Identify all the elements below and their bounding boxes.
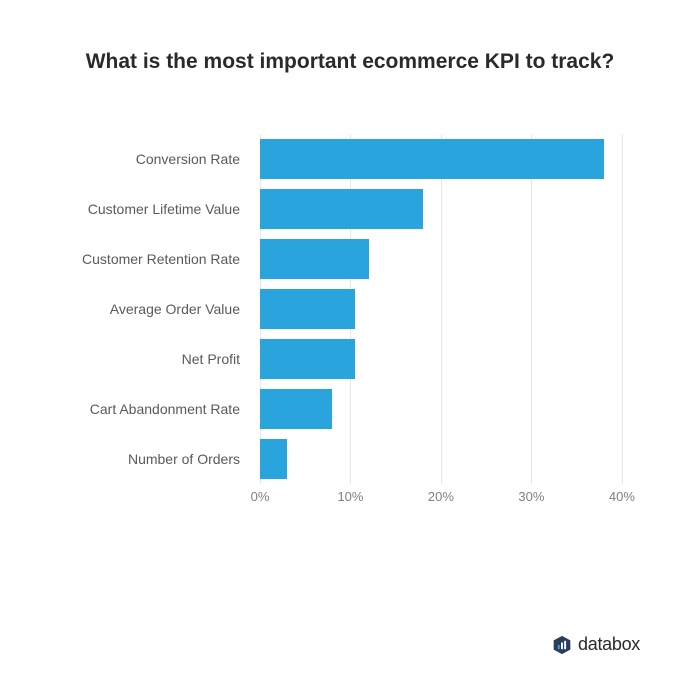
bar: [260, 289, 355, 329]
category-label: Customer Retention Rate: [50, 234, 250, 284]
bar-row: Net Profit: [50, 334, 650, 384]
bar-row: Average Order Value: [50, 284, 650, 334]
databox-icon: [552, 635, 572, 655]
bar-row: Customer Retention Rate: [50, 234, 650, 284]
brand-name: databox: [578, 634, 640, 655]
x-tick-label: 20%: [428, 489, 454, 504]
bar: [260, 439, 287, 479]
chart-container: What is the most important ecommerce KPI…: [0, 0, 700, 700]
bar-row: Number of Orders: [50, 434, 650, 484]
x-tick-label: 10%: [337, 489, 363, 504]
bar-row: Conversion Rate: [50, 134, 650, 184]
x-tick-label: 30%: [518, 489, 544, 504]
bar-row: Customer Lifetime Value: [50, 184, 650, 234]
x-tick-label: 0%: [251, 489, 270, 504]
chart-area: Conversion RateCustomer Lifetime ValueCu…: [50, 134, 650, 524]
bar: [260, 389, 332, 429]
category-label: Cart Abandonment Rate: [50, 384, 250, 434]
bar-row: Cart Abandonment Rate: [50, 384, 650, 434]
x-tick-label: 40%: [609, 489, 635, 504]
bar: [260, 339, 355, 379]
category-label: Customer Lifetime Value: [50, 184, 250, 234]
chart-title: What is the most important ecommerce KPI…: [40, 50, 660, 74]
bar: [260, 239, 369, 279]
brand-logo: databox: [552, 634, 640, 655]
category-label: Conversion Rate: [50, 134, 250, 184]
bar: [260, 189, 423, 229]
bar: [260, 139, 604, 179]
category-label: Number of Orders: [50, 434, 250, 484]
category-label: Net Profit: [50, 334, 250, 384]
category-label: Average Order Value: [50, 284, 250, 334]
